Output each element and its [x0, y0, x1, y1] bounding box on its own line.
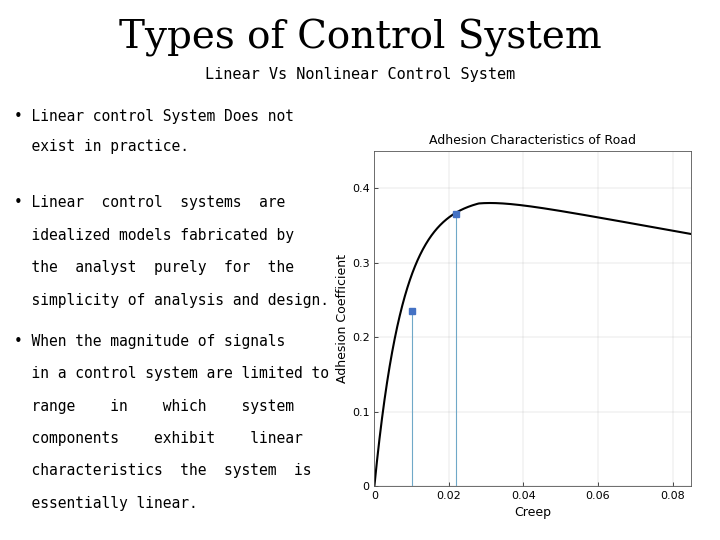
- Text: characteristics  the  system  is: characteristics the system is: [14, 463, 312, 478]
- Y-axis label: Adhesion Coefficient: Adhesion Coefficient: [336, 254, 349, 383]
- Text: in a control system are limited to: in a control system are limited to: [14, 366, 329, 381]
- Title: Adhesion Characteristics of Road: Adhesion Characteristics of Road: [429, 134, 636, 147]
- Text: • Linear control System Does not: • Linear control System Does not: [14, 109, 294, 124]
- Text: Types of Control System: Types of Control System: [119, 19, 601, 57]
- Text: • Linear  control  systems  are: • Linear control systems are: [14, 195, 286, 211]
- Text: range    in    which    system: range in which system: [14, 399, 294, 414]
- X-axis label: Creep: Creep: [514, 507, 552, 519]
- Text: essentially linear.: essentially linear.: [14, 496, 198, 511]
- Text: idealized models fabricated by: idealized models fabricated by: [14, 228, 294, 243]
- Text: • When the magnitude of signals: • When the magnitude of signals: [14, 334, 286, 349]
- Text: Linear Vs Nonlinear Control System: Linear Vs Nonlinear Control System: [205, 68, 515, 83]
- Text: components    exhibit    linear: components exhibit linear: [14, 431, 303, 446]
- Text: simplicity of analysis and design.: simplicity of analysis and design.: [14, 293, 329, 308]
- Text: the  analyst  purely  for  the: the analyst purely for the: [14, 260, 294, 275]
- Text: exist in practice.: exist in practice.: [14, 139, 189, 154]
